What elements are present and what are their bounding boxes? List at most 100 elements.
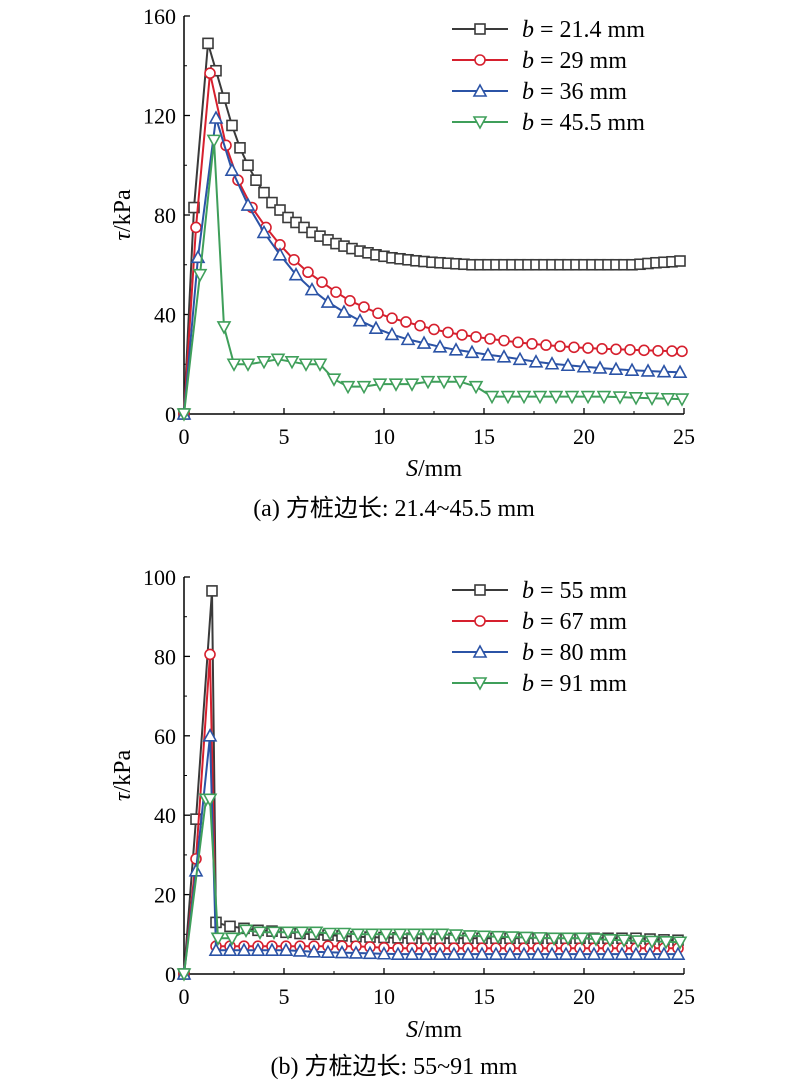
data-point — [334, 944, 350, 959]
data-point — [602, 934, 618, 948]
data-point — [640, 363, 656, 377]
data-point — [468, 380, 484, 395]
x-tick-label: 15 — [473, 424, 495, 449]
data-point — [224, 162, 240, 177]
data-point — [256, 355, 272, 370]
series-1 — [178, 37, 686, 420]
data-point — [624, 344, 636, 356]
data-point — [512, 351, 528, 366]
data-point — [258, 186, 270, 199]
data-point — [250, 942, 266, 956]
data-point — [554, 340, 566, 353]
data-point — [280, 926, 296, 940]
data-point — [202, 728, 218, 742]
data-point — [574, 932, 590, 946]
legend-label: b = 91 mm — [522, 671, 627, 697]
data-point — [420, 928, 436, 942]
y-tick-label: 80 — [154, 203, 176, 228]
legend-entry: b = 67 mm — [452, 609, 627, 635]
y-tick-label: 60 — [154, 724, 176, 749]
series-line — [183, 139, 683, 415]
y-tick-label: 20 — [154, 883, 176, 908]
data-point — [266, 196, 278, 209]
data-point — [336, 927, 352, 942]
data-point — [586, 946, 602, 960]
data-point — [240, 197, 256, 211]
data-point — [306, 944, 322, 958]
data-point — [386, 312, 398, 325]
x-axis-title: S/mm — [406, 1017, 462, 1043]
legend-marker — [474, 584, 486, 596]
data-point — [224, 920, 236, 933]
data-point — [642, 946, 658, 960]
data-point — [400, 331, 416, 346]
data-point — [630, 935, 646, 949]
data-point — [336, 304, 352, 318]
data-point — [460, 946, 476, 960]
data-point — [484, 333, 496, 345]
data-point — [600, 946, 616, 960]
data-point — [188, 201, 200, 214]
data-point — [530, 946, 546, 960]
data-point — [512, 336, 524, 349]
legend-entry: b = 21.4 mm — [452, 17, 645, 43]
data-point — [304, 281, 320, 296]
data-point — [236, 942, 252, 956]
x-tick-label: 0 — [179, 984, 190, 1009]
data-point — [434, 928, 450, 942]
y-axis-title: τ/kPa — [110, 750, 136, 802]
data-point — [628, 392, 644, 406]
data-point — [452, 375, 468, 390]
data-point — [526, 338, 538, 350]
data-point — [596, 343, 608, 355]
data-point — [666, 345, 678, 357]
data-point — [614, 946, 630, 960]
data-point — [442, 326, 454, 339]
data-point — [250, 174, 262, 186]
y-tick-label: 120 — [143, 104, 176, 129]
data-point — [252, 926, 268, 940]
data-point — [576, 359, 592, 373]
data-point — [674, 393, 690, 407]
legend-label: b = 55 mm — [522, 578, 627, 604]
y-tick-label: 100 — [143, 565, 176, 590]
data-point — [544, 946, 560, 960]
data-point — [628, 946, 644, 960]
legend-entry: b = 36 mm — [452, 79, 627, 105]
legend-entry: b = 45.5 mm — [452, 110, 645, 136]
data-point — [288, 267, 304, 281]
legend-label: b = 29 mm — [522, 48, 627, 74]
x-tick-label: 0 — [179, 424, 190, 449]
data-point — [608, 361, 624, 376]
data-point — [362, 945, 378, 960]
data-point — [320, 944, 336, 958]
data-point — [226, 358, 242, 372]
data-point — [414, 319, 426, 332]
data-point — [448, 342, 464, 356]
data-point — [376, 946, 392, 960]
data-point — [582, 342, 594, 354]
data-point — [532, 932, 548, 946]
data-point — [292, 943, 308, 957]
data-point — [540, 339, 552, 351]
data-point — [580, 390, 596, 405]
data-point — [204, 67, 216, 80]
legend-label: b = 80 mm — [522, 640, 627, 666]
data-point — [480, 347, 496, 361]
data-point — [558, 946, 574, 960]
data-point — [348, 945, 364, 959]
legend-label: b = 67 mm — [522, 609, 627, 635]
legend-entry: b = 91 mm — [452, 671, 627, 697]
data-point — [456, 329, 468, 341]
data-point — [274, 204, 286, 216]
data-point — [546, 932, 562, 946]
data-point — [428, 323, 440, 336]
data-point — [484, 390, 500, 405]
x-tick-label: 20 — [573, 424, 595, 449]
data-point — [592, 360, 608, 374]
data-point — [638, 344, 650, 357]
data-point — [432, 339, 448, 353]
data-point — [202, 793, 218, 807]
data-point — [548, 390, 564, 405]
data-point — [490, 930, 506, 945]
